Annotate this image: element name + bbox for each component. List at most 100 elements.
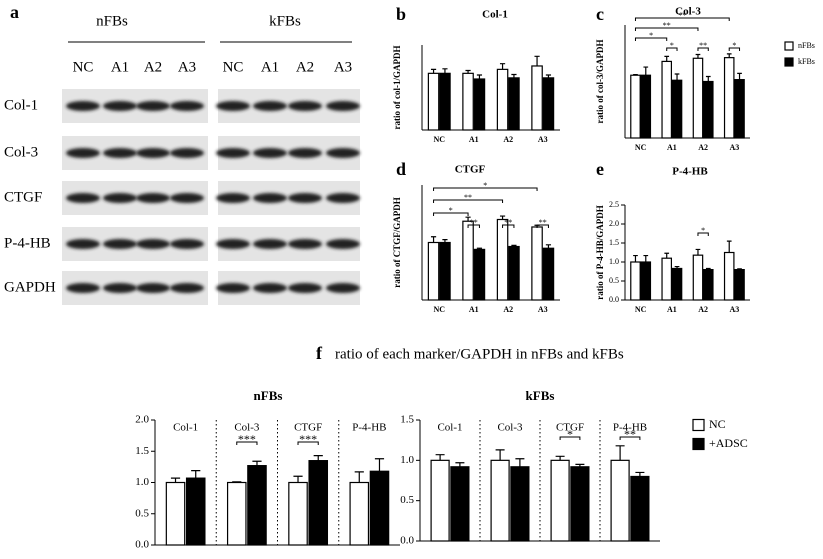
x-tick-label: A3: [729, 305, 739, 314]
blot-band: [136, 193, 170, 203]
blot-band: [103, 239, 137, 249]
bar: [671, 79, 683, 139]
bar: [308, 460, 329, 546]
blot-band: [66, 283, 100, 293]
panel-letter: a: [10, 2, 19, 22]
bar: [734, 79, 745, 139]
bar: [702, 80, 714, 139]
y-tick-label: 1.0: [135, 476, 149, 488]
bar: [450, 466, 470, 542]
error-bar: [674, 73, 680, 81]
significance-bracket: [619, 436, 641, 440]
blot-band: [66, 239, 100, 249]
x-tick-label: NC: [433, 305, 445, 314]
category-label: Col-3: [234, 422, 260, 434]
bar: [496, 68, 509, 131]
category-label: Col-1: [437, 422, 462, 434]
error-bar: [534, 55, 540, 66]
significance-label: *: [449, 206, 453, 215]
blot-band: [170, 239, 204, 249]
significance-label: **: [624, 427, 636, 441]
category-label: P-4-HB: [613, 422, 647, 434]
error-bar: [643, 254, 649, 262]
blot-band: [216, 101, 250, 111]
blot-band: [253, 239, 287, 249]
x-tick-label: A1: [469, 135, 479, 144]
significance-bracket: [634, 17, 730, 21]
y-tick-label: 2.5: [609, 200, 619, 209]
row-label: P-4-HB: [4, 235, 51, 251]
panel-letter: d: [396, 159, 406, 179]
chart-title: nFBs: [254, 388, 283, 403]
bar: [473, 248, 486, 301]
error-bar: [737, 268, 742, 270]
bar: [640, 74, 652, 139]
significance-bracket: [697, 47, 709, 51]
blot-group: nFBs: [96, 13, 128, 29]
significance-label: *: [483, 181, 487, 190]
error-bar: [511, 244, 517, 247]
significance-bracket: [433, 212, 469, 216]
panel-letter: b: [396, 4, 406, 24]
blot-band: [326, 193, 360, 203]
blot-band: [103, 101, 137, 111]
bar: [542, 247, 555, 301]
legend-swatch: [784, 57, 794, 67]
significance-bracket: [467, 224, 480, 228]
legend-label: +ADSC: [709, 436, 748, 450]
error-bar: [615, 445, 625, 461]
bar: [427, 72, 440, 131]
error-bar: [545, 74, 552, 78]
y-axis-label: ratio of col-1/GAPDH: [392, 46, 402, 130]
error-bar: [695, 53, 701, 59]
error-bar: [515, 458, 525, 467]
bar: [510, 466, 530, 542]
blot-band: [170, 193, 204, 203]
bar: [630, 74, 641, 139]
lane-label: A3: [178, 59, 196, 75]
blot-band: [253, 148, 287, 158]
significance-bracket: [536, 224, 549, 228]
significance-bracket: [433, 199, 504, 203]
lane-label: A3: [334, 59, 352, 75]
bar: [734, 269, 745, 301]
x-tick-label: A3: [538, 305, 548, 314]
error-bar: [465, 216, 471, 222]
error-bar: [737, 72, 742, 80]
error-bar: [705, 75, 711, 82]
y-tick-label: 0.0: [400, 535, 414, 547]
bar: [430, 459, 450, 542]
significance-label: **: [539, 218, 547, 227]
y-tick-label: 1.0: [609, 257, 619, 266]
bar: [439, 72, 451, 131]
significance-label: *: [670, 41, 674, 50]
blot-band: [288, 193, 322, 203]
x-tick-label: A2: [503, 135, 513, 144]
bar: [490, 459, 510, 542]
significance-bracket: [634, 27, 699, 31]
x-tick-label: A2: [503, 305, 513, 314]
bar: [531, 226, 543, 301]
significance-bracket: [728, 47, 741, 51]
blot-band: [66, 148, 100, 158]
bar: [692, 57, 704, 139]
error-bar: [354, 471, 364, 483]
significance-bracket: [666, 47, 678, 51]
chart-title: kFBs: [526, 388, 555, 403]
error-bar: [633, 73, 638, 76]
category-label: Col-3: [497, 422, 523, 434]
bar: [462, 72, 474, 131]
error-bar: [664, 55, 670, 62]
blot-band: [103, 148, 137, 158]
bar: [661, 60, 673, 139]
blot-band: [253, 283, 287, 293]
bar: [496, 218, 509, 301]
figure-f-title: ratio of each marker/GAPDH in nFBs and k…: [335, 346, 624, 362]
y-tick-label: 1.5: [400, 414, 414, 426]
significance-bracket: [297, 441, 319, 445]
error-bar: [476, 247, 483, 250]
significance-bracket: [433, 187, 538, 191]
error-bar: [476, 74, 483, 79]
legend-swatch: [692, 418, 705, 432]
y-tick-label: 2.0: [135, 414, 149, 426]
